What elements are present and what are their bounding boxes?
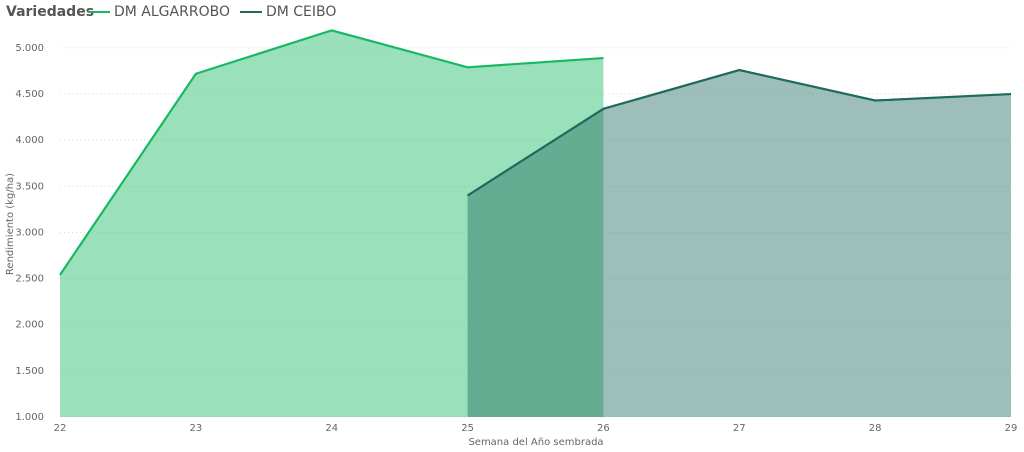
y-tick-label: 3.000	[15, 227, 44, 238]
x-tick-label: 23	[189, 423, 202, 434]
x-axis-title: Semana del Año sembrada	[468, 437, 603, 448]
y-tick-label: 4.500	[15, 89, 44, 100]
legend-label: DM CEIBO	[266, 4, 336, 20]
x-tick-label: 29	[1005, 423, 1018, 434]
y-tick-label: 1.500	[15, 366, 44, 377]
y-tick-label: 4.000	[15, 135, 44, 146]
y-tick-label: 3.500	[15, 181, 44, 192]
line	[59, 29, 604, 276]
y-tick-label: 1.000	[15, 412, 44, 423]
legend-label: DM ALGARROBO	[114, 4, 230, 20]
area	[467, 70, 1012, 418]
y-axis-title: Rendimiento (kg/ha)	[5, 173, 16, 275]
x-tick-label: 22	[54, 423, 67, 434]
x-tick-label: 25	[461, 423, 474, 434]
y-tick-label: 2.000	[15, 320, 44, 331]
y-tick-label: 5.000	[15, 43, 44, 54]
y-tick-label: 2.500	[15, 274, 44, 285]
x-tick-label: 28	[869, 423, 882, 434]
area	[60, 30, 604, 418]
line	[466, 68, 1012, 197]
x-tick-label: 26	[597, 423, 610, 434]
x-tick-label: 27	[733, 423, 746, 434]
x-tick-label: 24	[325, 423, 338, 434]
legend-title: Variedades	[6, 4, 94, 20]
